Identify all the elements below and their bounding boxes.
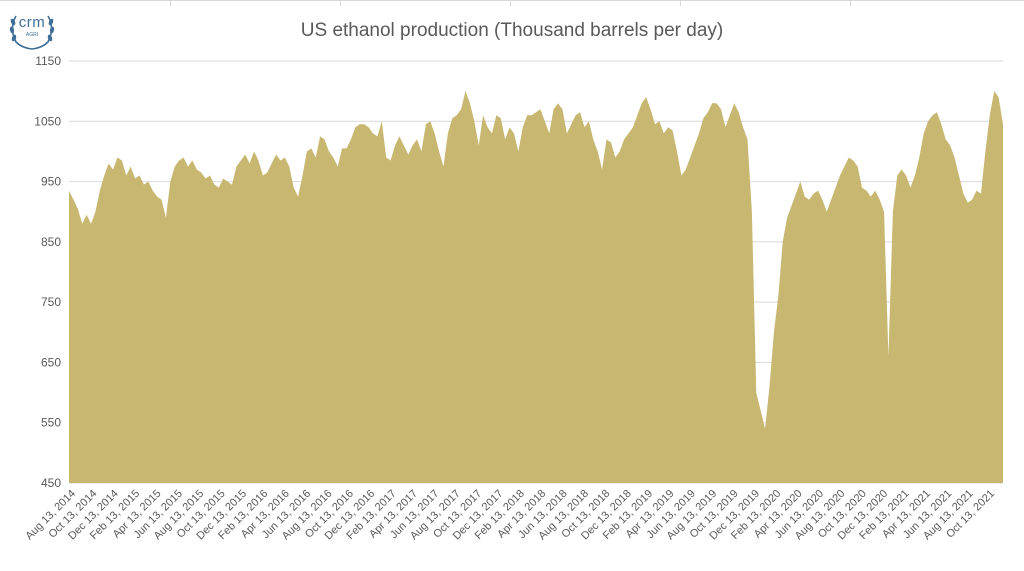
top-border-tick	[680, 0, 681, 6]
y-tick-label: 1150	[35, 54, 61, 68]
crm-agri-logo: crm AGRI	[6, 8, 58, 54]
laurel-wreath-icon	[9, 15, 55, 50]
top-border-tick	[170, 0, 171, 6]
y-tick-label: 650	[41, 355, 61, 369]
y-tick-label: 750	[41, 295, 61, 309]
logo-subtext: AGRI	[25, 32, 39, 38]
logo-text: crm	[18, 14, 46, 31]
top-border-tick	[850, 0, 851, 6]
ethanol-production-area	[69, 91, 1003, 483]
chart-title: US ethanol production (Thousand barrels …	[300, 20, 724, 41]
y-tick-label: 550	[41, 416, 61, 430]
top-border-line	[0, 0, 1024, 1]
top-border-tick	[510, 0, 511, 6]
top-border-tick	[340, 0, 341, 6]
y-tick-label: 950	[41, 175, 61, 189]
series-area	[69, 91, 1003, 483]
y-tick-label: 1050	[34, 114, 61, 128]
y-tick-label: 450	[41, 476, 61, 490]
y-axis: 450 550 650 750 850 950 1050 1150	[34, 54, 61, 490]
y-tick-label: 850	[41, 235, 61, 249]
